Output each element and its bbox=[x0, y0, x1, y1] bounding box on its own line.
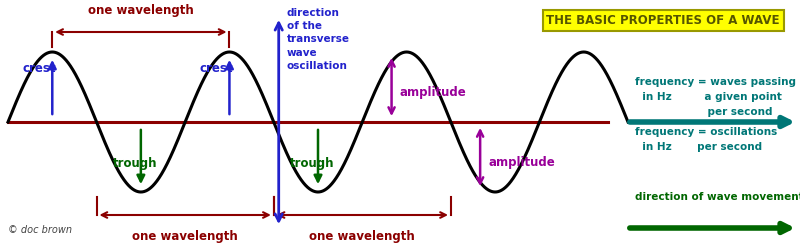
Text: direction
of the
transverse
wave
oscillation: direction of the transverse wave oscilla… bbox=[286, 8, 350, 71]
Text: one wavelength: one wavelength bbox=[310, 230, 415, 243]
Text: © doc brown: © doc brown bbox=[8, 225, 72, 235]
Text: one wavelength: one wavelength bbox=[132, 230, 238, 243]
Text: trough: trough bbox=[290, 157, 334, 170]
Text: frequency = oscillations: frequency = oscillations bbox=[635, 127, 778, 137]
Text: per second: per second bbox=[635, 107, 773, 117]
Text: in Hz         a given point: in Hz a given point bbox=[635, 92, 782, 102]
Text: crest: crest bbox=[199, 62, 233, 75]
Text: frequency = waves passing: frequency = waves passing bbox=[635, 77, 796, 87]
Text: amplitude: amplitude bbox=[488, 156, 555, 168]
Text: one wavelength: one wavelength bbox=[88, 4, 194, 17]
Text: amplitude: amplitude bbox=[399, 86, 466, 98]
Text: THE BASIC PROPERTIES OF A WAVE: THE BASIC PROPERTIES OF A WAVE bbox=[546, 14, 780, 27]
Text: trough: trough bbox=[113, 157, 158, 170]
Text: in Hz       per second: in Hz per second bbox=[635, 142, 762, 152]
Text: direction of wave movement: direction of wave movement bbox=[635, 192, 800, 202]
Text: crest: crest bbox=[22, 62, 56, 75]
